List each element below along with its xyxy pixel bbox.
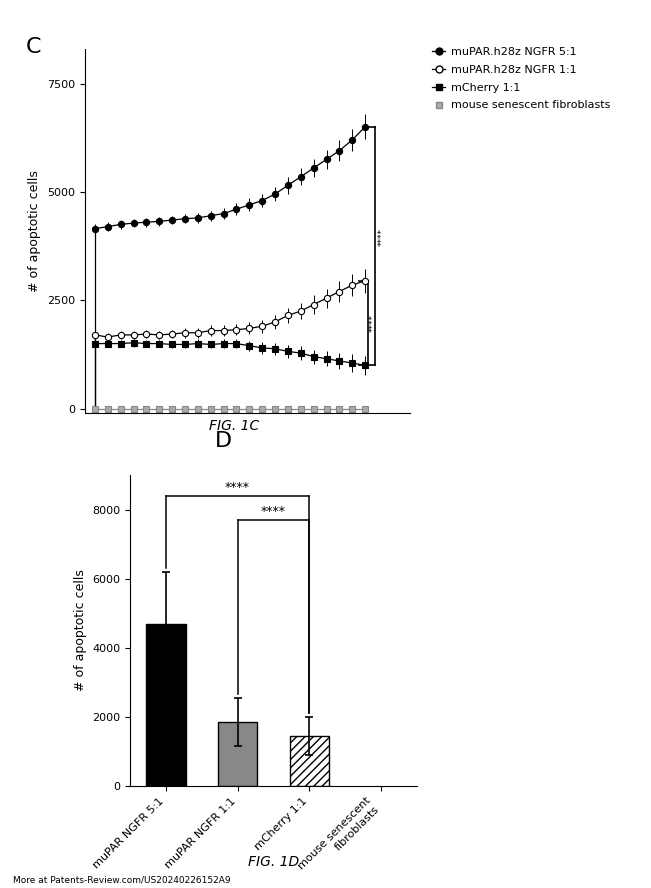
Bar xyxy=(146,623,186,786)
Text: ****: **** xyxy=(261,505,286,518)
Text: C: C xyxy=(26,37,42,58)
Legend: muPAR.h28z NGFR 5:1, muPAR.h28z NGFR 1:1, mCherry 1:1, mouse senescent fibroblas: muPAR.h28z NGFR 5:1, muPAR.h28z NGFR 1:1… xyxy=(432,47,610,110)
Text: ****: **** xyxy=(225,480,250,494)
Text: FIG. 1D: FIG. 1D xyxy=(248,855,299,868)
Text: D: D xyxy=(215,431,232,451)
Text: FIG. 1C: FIG. 1C xyxy=(209,419,260,432)
Bar xyxy=(218,722,257,786)
Bar xyxy=(290,736,329,786)
Y-axis label: # of apoptotic cells: # of apoptotic cells xyxy=(74,569,87,692)
Text: More at Patents-Review.com/US20240226152A9: More at Patents-Review.com/US20240226152… xyxy=(13,876,230,884)
Text: ****: **** xyxy=(368,314,378,332)
Text: ****: **** xyxy=(378,228,386,246)
Y-axis label: # of apoptotic cells: # of apoptotic cells xyxy=(28,170,41,292)
